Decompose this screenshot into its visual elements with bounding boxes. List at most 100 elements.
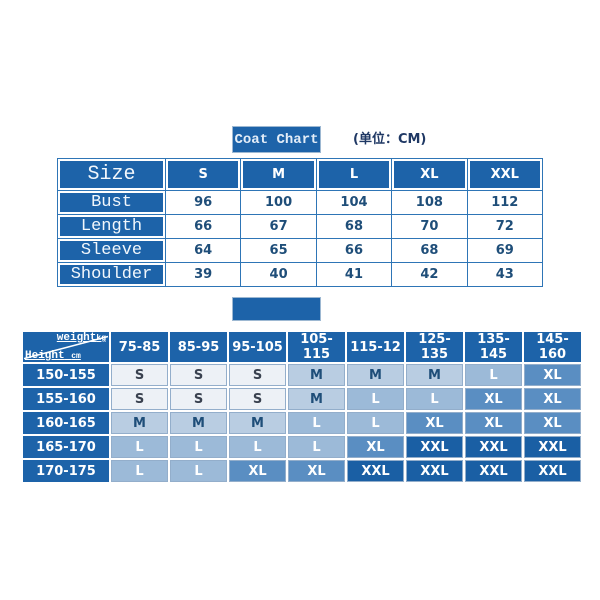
measurement-row: Sleeve 64 65 66 68 69 (57, 238, 544, 263)
size-cell: XXL (406, 460, 463, 482)
size-column-header: M (240, 158, 317, 191)
measurement-row: Shoulder 39 40 41 42 43 (57, 262, 544, 287)
height-unit: cm (71, 352, 81, 361)
size-cell: M (170, 412, 227, 434)
measurement-value-cell: 41 (315, 262, 393, 287)
size-header-cell: Size (57, 158, 166, 191)
height-range-header: 150-155 (23, 364, 109, 386)
corner-header-cell: weightkg Height cm (23, 332, 109, 362)
size-cell: XL (524, 412, 581, 434)
weight-range-header: 75-85 (111, 332, 168, 362)
measurement-value-cell: 64 (164, 238, 242, 263)
height-range-header: 160-165 (23, 412, 109, 434)
unit-note-label: (单位：CM) (353, 132, 427, 147)
measurement-value-cell: 66 (315, 238, 393, 263)
measurement-value-cell: 72 (466, 214, 544, 239)
size-cell: L (288, 412, 345, 434)
coat-chart-title-badge: Coat Chart (233, 127, 320, 152)
measurement-value-cell: 42 (391, 262, 468, 287)
measurement-value-cell: 112 (466, 190, 544, 215)
matrix-row: 150-155 S S S M M M L XL (23, 364, 581, 386)
height-weight-size-matrix: weightkg Height cm 75-85 85-95 95-105 105-1… (21, 330, 583, 484)
measurement-value-cell: 67 (240, 214, 317, 239)
weight-range-header: 85-95 (170, 332, 227, 362)
size-column-header: S (164, 158, 242, 191)
measurement-row-label: Length (57, 214, 166, 239)
measurement-row: Bust 96 100 104 108 112 (57, 190, 544, 215)
size-cell: XL (524, 364, 581, 386)
matrix-row: 160-165 M M M L L XL XL XL (23, 412, 581, 434)
weight-axis-label: weightkg (56, 332, 106, 344)
measurement-value-cell: 40 (240, 262, 317, 287)
size-cell: S (111, 364, 168, 386)
measurement-row: Length 66 67 68 70 72 (57, 214, 544, 239)
size-cell: XXL (465, 460, 522, 482)
size-cell: L (170, 436, 227, 458)
measurement-value-cell: 100 (240, 190, 317, 215)
size-cell: S (229, 388, 286, 410)
size-cell: M (406, 364, 463, 386)
size-cell: L (347, 388, 404, 410)
size-cell: L (347, 412, 404, 434)
measurement-value-cell: 104 (315, 190, 393, 215)
size-cell: M (288, 364, 345, 386)
size-cell: L (288, 436, 345, 458)
weight-range-header: 105-115 (288, 332, 345, 362)
measurement-value-cell: 66 (164, 214, 242, 239)
size-cell: XL (465, 388, 522, 410)
weight-range-header: 135-145 (465, 332, 522, 362)
height-range-header: 165-170 (23, 436, 109, 458)
size-cell: XXL (465, 436, 522, 458)
size-cell: L (465, 364, 522, 386)
size-cell: M (347, 364, 404, 386)
size-cell: M (229, 412, 286, 434)
size-cell: XL (229, 460, 286, 482)
measurement-value-cell: 70 (391, 214, 468, 239)
size-cell: S (111, 388, 168, 410)
height-range-header: 170-175 (23, 460, 109, 482)
measurement-value-cell: 68 (315, 214, 393, 239)
size-cell: XL (465, 412, 522, 434)
size-cell: S (229, 364, 286, 386)
diagonal-line (23, 335, 109, 360)
matrix-row: 155-160 S S S M L L XL XL (23, 388, 581, 410)
measurement-value-cell: 43 (466, 262, 544, 287)
size-cell: L (170, 460, 227, 482)
size-cell: XL (406, 412, 463, 434)
size-cell: XXL (347, 460, 404, 482)
size-cell: L (111, 436, 168, 458)
size-cell: L (406, 388, 463, 410)
measurement-value-cell: 39 (164, 262, 242, 287)
size-column-header: XXL (466, 158, 544, 191)
weight-range-header: 115-12 (347, 332, 404, 362)
measurement-row-label: Shoulder (57, 262, 166, 287)
matrix-row: 165-170 L L L L XL XXL XXL XXL (23, 436, 581, 458)
size-cell: XXL (524, 436, 581, 458)
size-cell: S (170, 364, 227, 386)
weight-unit: kg (96, 334, 106, 343)
size-cell: L (229, 436, 286, 458)
measurement-value-cell: 65 (240, 238, 317, 263)
size-cell: M (111, 412, 168, 434)
weight-range-header: 95-105 (229, 332, 286, 362)
weight-range-header: 145-160 (524, 332, 581, 362)
measurement-row-label: Sleeve (57, 238, 166, 263)
height-range-header: 155-160 (23, 388, 109, 410)
size-column-header: L (315, 158, 393, 191)
size-cell: S (170, 388, 227, 410)
size-cell: L (111, 460, 168, 482)
measurement-value-cell: 108 (391, 190, 468, 215)
coat-measurement-table: Size S M L XL XXL Bust 96 100 104 108 112 Length 66 6… (57, 158, 544, 287)
size-cell: XXL (524, 460, 581, 482)
size-cell: XXL (406, 436, 463, 458)
measurement-value-cell: 69 (466, 238, 544, 263)
measurement-row-label: Bust (57, 190, 166, 215)
size-cell: M (288, 388, 345, 410)
size-cell: XL (288, 460, 345, 482)
size-cell: XL (524, 388, 581, 410)
measurement-value-cell: 68 (391, 238, 468, 263)
measurement-value-cell: 96 (164, 190, 242, 215)
size-cell: XL (347, 436, 404, 458)
blue-divider-box (233, 298, 320, 320)
